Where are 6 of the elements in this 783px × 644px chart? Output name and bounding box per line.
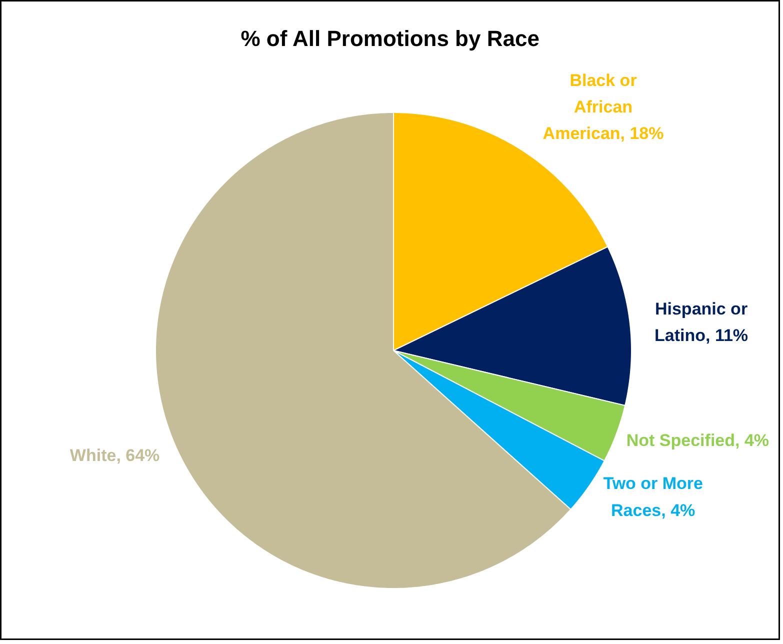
slice-label: Hispanic or Latino, 11% (654, 299, 748, 345)
slice-label: Two or More Races, 4% (603, 474, 703, 520)
slice-label: Black or African American, 18% (542, 70, 664, 144)
chart-title: % of All Promotions by Race (240, 26, 540, 51)
slice-label: Not Specified, 4% (626, 430, 770, 450)
slice-label: White, 64% (70, 446, 160, 465)
